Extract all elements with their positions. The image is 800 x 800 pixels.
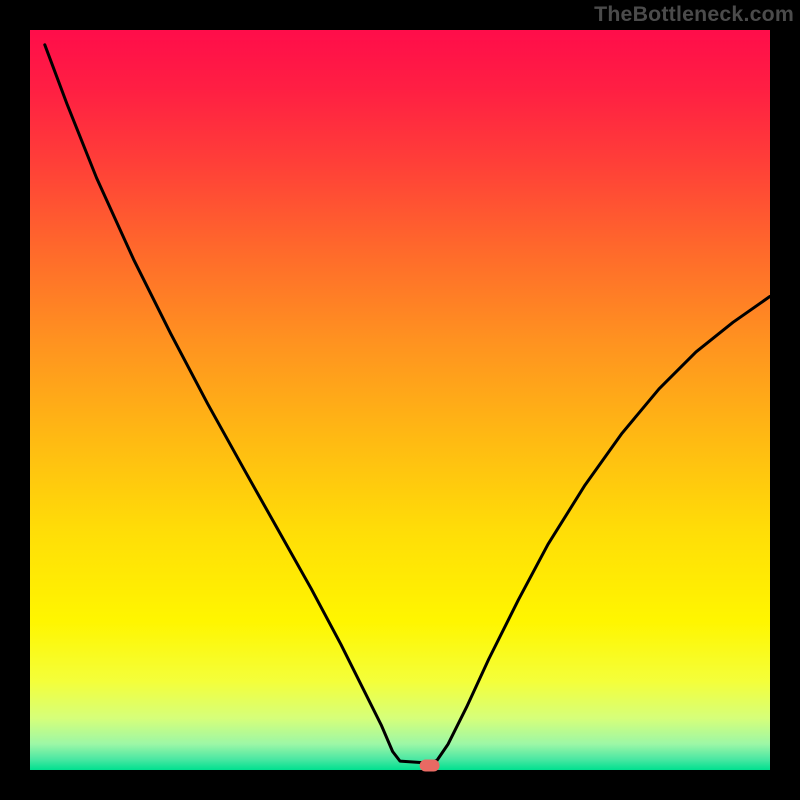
chart-plot-background bbox=[30, 30, 770, 770]
bottleneck-chart: TheBottleneck.com bbox=[0, 0, 800, 800]
chart-svg bbox=[0, 0, 800, 800]
optimal-marker bbox=[420, 760, 440, 772]
watermark-text: TheBottleneck.com bbox=[594, 2, 794, 27]
